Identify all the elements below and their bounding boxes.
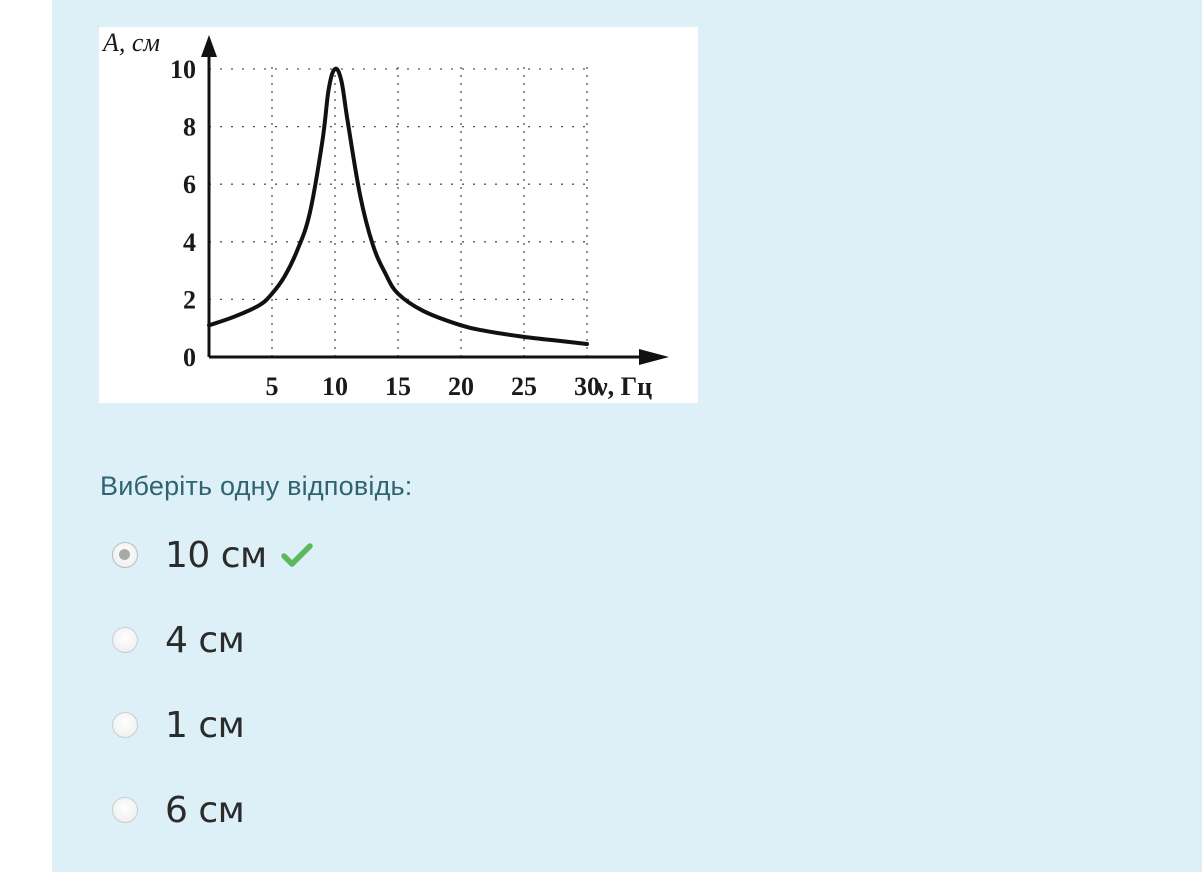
option-1cm[interactable]: 1 см — [112, 704, 245, 746]
y-tick-label: 6 — [183, 170, 196, 199]
x-tick-label: 10 — [322, 372, 348, 401]
y-axis-arrow — [201, 35, 217, 57]
x-tick-label: 25 — [511, 372, 537, 401]
y-tick-label: 2 — [183, 285, 196, 314]
resonance-chart: 0 2 4 6 8 10 5 10 15 20 25 30 A, см ν, Гц — [101, 28, 669, 401]
radio-button[interactable] — [112, 712, 138, 738]
option-4cm[interactable]: 4 см — [112, 619, 245, 661]
correct-check-icon — [280, 542, 313, 568]
x-tick-label: 20 — [448, 372, 474, 401]
x-tick-label: 15 — [385, 372, 411, 401]
option-label: 10 см — [165, 534, 267, 576]
option-label: 4 см — [165, 619, 245, 661]
resonance-curve — [207, 66, 589, 347]
resonance-graph: 0 2 4 6 8 10 5 10 15 20 25 30 A, см ν, Гц — [99, 27, 698, 403]
radio-button[interactable] — [112, 797, 138, 823]
answer-prompt: Виберіть одну відповідь: — [100, 471, 413, 501]
chart-axes — [201, 35, 669, 365]
x-axis-arrow — [639, 349, 669, 365]
option-label: 1 см — [165, 704, 245, 746]
x-tick-label: 5 — [266, 372, 279, 401]
y-tick-labels: 0 2 4 6 8 10 — [170, 55, 196, 372]
x-axis-label: ν, Гц — [595, 372, 652, 401]
y-tick-label: 0 — [183, 343, 196, 372]
x-tick-label: 30 — [574, 372, 600, 401]
y-axis-label: A, см — [101, 28, 160, 57]
y-tick-label: 4 — [183, 228, 196, 257]
chart-grid — [209, 63, 588, 357]
x-tick-labels: 5 10 15 20 25 30 — [266, 372, 601, 401]
option-label: 6 см — [165, 789, 245, 831]
y-tick-label: 10 — [170, 55, 196, 84]
option-6cm[interactable]: 6 см — [112, 789, 245, 831]
option-10cm[interactable]: 10 см — [112, 534, 313, 576]
y-tick-label: 8 — [183, 113, 196, 142]
radio-button[interactable] — [112, 542, 138, 568]
radio-button[interactable] — [112, 627, 138, 653]
